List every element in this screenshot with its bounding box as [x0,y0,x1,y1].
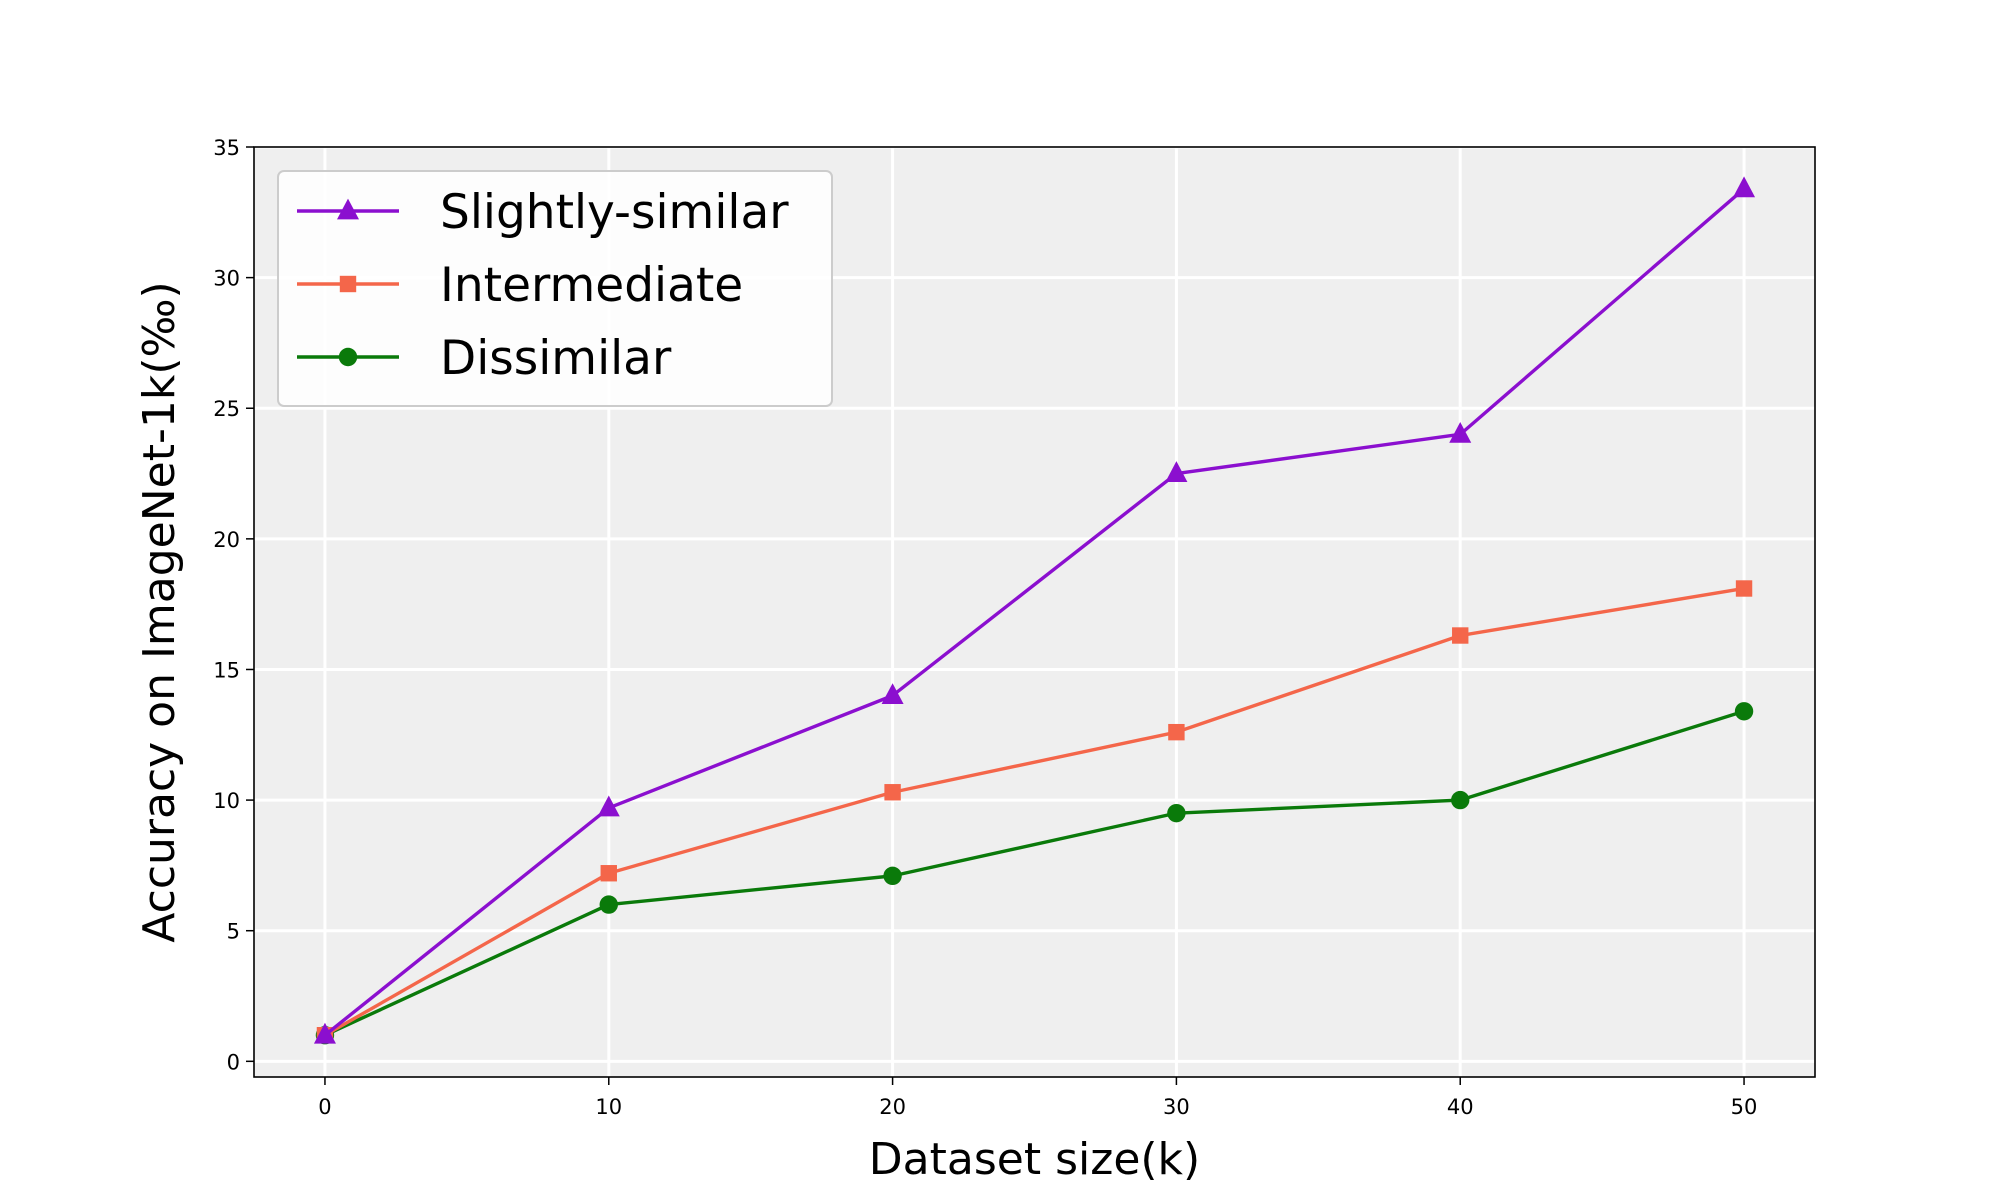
y-tick-label: 0 [227,1050,240,1074]
y-tick-label: 25 [213,397,240,421]
y-tick-label: 30 [213,267,240,291]
data-point-slightly-similar [1449,421,1472,443]
plot-frame [253,146,1816,1078]
data-point-intermediate [884,784,901,801]
x-tick-label: 20 [879,1095,906,1119]
x-axis-title: Dataset size(k) [869,1134,1200,1185]
series-layer [313,176,1756,1045]
series-slightly-similar [313,176,1756,1044]
x-tick-label: 50 [1731,1095,1758,1119]
data-point-dissimilar [883,866,902,886]
legend-marker [337,198,359,220]
x-tick-label: 10 [595,1095,622,1119]
x-tick-label: 0 [318,1095,331,1119]
data-point-intermediate [1735,580,1753,597]
legend-marker [338,347,358,367]
data-point-slightly-similar [1733,176,1756,198]
legend-marker [339,275,357,293]
series-line-slightly-similar [323,187,1746,1037]
series-line-dissimilar [324,709,1745,1037]
y-axis-ticks: 0 5 10 15 20 25 30 35 [213,136,254,1074]
legend-label: Dissimilar [440,331,672,386]
data-point-dissimilar [1734,702,1754,721]
legend-box [277,170,833,407]
y-tick-label: 5 [227,920,240,944]
x-tick-label: 30 [1163,1095,1190,1119]
data-point-slightly-similar [597,795,620,817]
legend-label: Slightly-similar [440,185,789,240]
data-point-intermediate [1168,723,1185,741]
y-tick-label: 20 [213,528,240,552]
data-point-intermediate [600,865,617,882]
data-point-dissimilar [1167,803,1186,823]
legend-entry-intermediate: Intermediate [297,258,743,313]
legend-entry-dissimilar: Dissimilar [297,331,672,386]
x-axis-ticks: 0 10 20 30 40 50 [318,1077,1757,1119]
y-axis-title: Accuracy on ImageNet-1k(‰) [134,281,185,942]
y-tick-label: 10 [213,789,240,813]
y-tick-label: 35 [213,136,240,160]
series-line-intermediate [324,586,1745,1037]
x-tick-label: 40 [1447,1095,1474,1119]
data-point-dissimilar [599,895,618,914]
data-point-slightly-similar [881,683,904,704]
legend: Slightly-similar Intermediate Dissimilar [277,170,833,407]
data-point-dissimilar [1451,790,1470,810]
legend-label: Intermediate [440,258,743,313]
legend-entry-slightly-similar: Slightly-similar [297,185,789,240]
data-point-intermediate [1452,627,1469,644]
y-tick-label: 15 [213,658,240,682]
data-point-slightly-similar [313,1022,336,1044]
data-point-slightly-similar [1165,461,1188,482]
